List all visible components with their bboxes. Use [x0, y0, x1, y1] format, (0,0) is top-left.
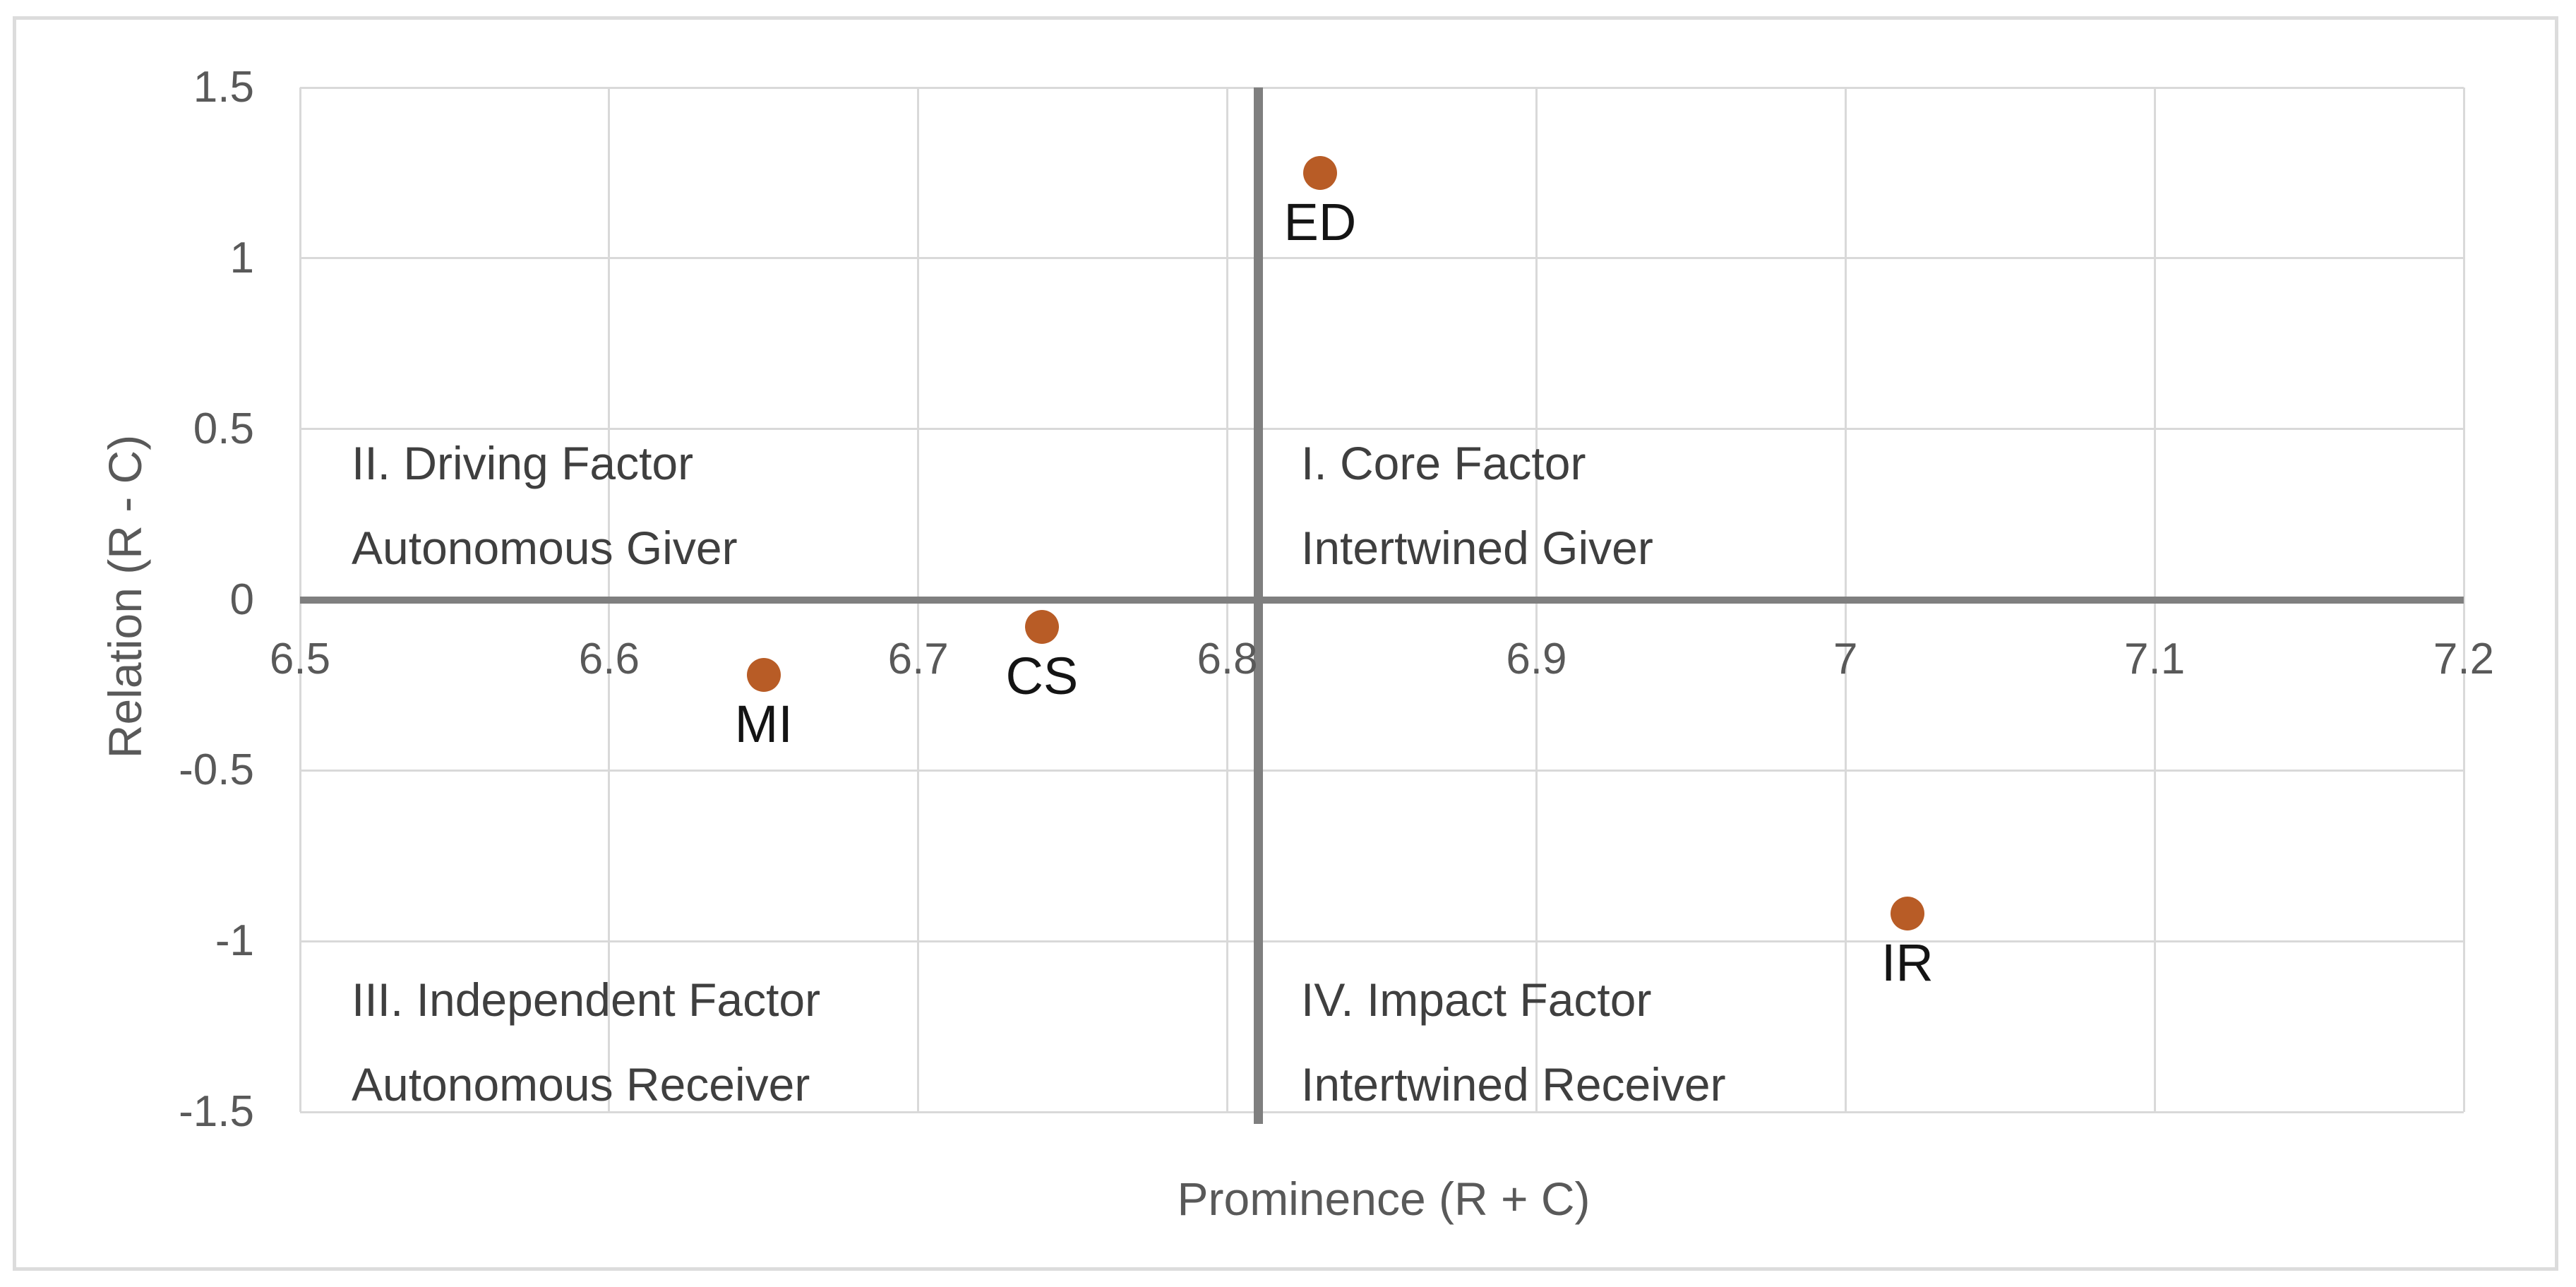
- x-tick-label: 7.1: [2124, 634, 2186, 683]
- y-tick-label: -1: [215, 916, 254, 966]
- quadrant-label-ii: II. Driving Factor Autonomous Giver: [352, 421, 738, 590]
- x-gridline: [2462, 88, 2465, 1112]
- x-tick-label: 6.8: [1197, 634, 1258, 683]
- quadrant-label-line: Autonomous Receiver: [352, 1058, 810, 1111]
- data-point-label-mi: MI: [734, 694, 793, 753]
- quadrant-label-line: II. Driving Factor: [352, 437, 694, 489]
- y-gridline: [300, 428, 2464, 431]
- quadrant-label-line: Intertwined Receiver: [1301, 1058, 1726, 1111]
- x-tick-label: 7.2: [2433, 634, 2495, 683]
- y-tick-label: -1.5: [179, 1087, 254, 1136]
- x-tick-label: 7: [1833, 634, 1858, 683]
- data-point-ed: [1302, 155, 1337, 190]
- x-axis-title: Prominence (R + C): [1177, 1173, 1590, 1225]
- quadrant-label-iv: IV. Impact Factor Intertwined Receiver: [1301, 957, 1726, 1127]
- quadrant-label-i: I. Core Factor Intertwined Giver: [1301, 421, 1653, 590]
- y-gridline: [300, 769, 2464, 772]
- quadrant-label-line: I. Core Factor: [1301, 437, 1586, 489]
- y-gridline: [300, 940, 2464, 942]
- data-point-label-ed: ED: [1283, 192, 1357, 251]
- y-gridline: [300, 1111, 2464, 1113]
- y-tick-label: 0: [229, 575, 254, 624]
- y-gridline: [300, 257, 2464, 260]
- chart-outer-frame: [13, 16, 2558, 1271]
- y-tick-label: 0.5: [193, 404, 254, 453]
- quadrant-label-line: IV. Impact Factor: [1301, 974, 1652, 1026]
- vertical-divider-line: [1253, 88, 1263, 1124]
- x-tick-label: 6.7: [887, 634, 949, 683]
- data-point-mi: [746, 657, 781, 692]
- y-tick-label: -0.5: [179, 746, 254, 795]
- x-tick-label: 6.5: [269, 634, 331, 683]
- y-tick-label: 1: [229, 233, 254, 282]
- data-point-ir: [1890, 897, 1924, 931]
- y-gridline: [300, 86, 2464, 89]
- horizontal-divider-line: [300, 596, 2464, 604]
- data-point-label-ir: IR: [1881, 933, 1934, 993]
- y-tick-label: 1.5: [193, 63, 254, 112]
- data-point-cs: [1024, 610, 1059, 645]
- quadrant-label-line: Intertwined Giver: [1301, 522, 1653, 574]
- quadrant-label-line: III. Independent Factor: [352, 974, 821, 1026]
- data-point-label-cs: CS: [1005, 647, 1079, 706]
- quadrant-label-line: Autonomous Giver: [352, 522, 738, 574]
- x-tick-label: 6.6: [578, 634, 640, 683]
- quadrant-label-iii: III. Independent Factor Autonomous Receiv…: [352, 957, 820, 1127]
- x-tick-label: 6.9: [1506, 634, 1567, 683]
